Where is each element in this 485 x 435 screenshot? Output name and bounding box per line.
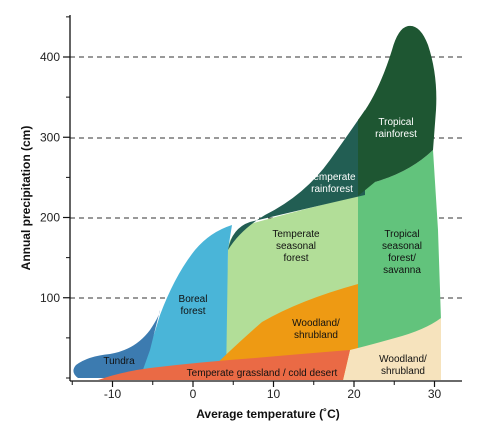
biome-regions	[73, 25, 441, 380]
x-axis-title: Average temperature (˚C)	[196, 407, 340, 421]
biome-label-line: Woodland/	[292, 318, 340, 329]
y-tick-label: 200	[40, 211, 60, 225]
region-tropical-seasonal-forest	[358, 150, 441, 380]
x-tick-label: 10	[267, 387, 281, 401]
biome-label-line: seasonal	[382, 241, 422, 252]
x-axis-ticks: -10 0 10 20 30	[71, 381, 442, 401]
biome-label-line: forest	[180, 306, 205, 317]
biome-label-grassland: Temperate grassland / cold desert	[187, 368, 338, 379]
biome-label-tropical-rainforest: Tropical rainforest	[375, 117, 417, 140]
biome-label-line: forest	[283, 253, 308, 264]
biome-label-tropical-seasonal: Tropical seasonal forest/savanna	[382, 229, 422, 276]
y-tick-label: 300	[40, 130, 60, 144]
biome-label-line: forest/	[388, 253, 416, 264]
axes: -10 0 10 20 30 100 200 300 400	[40, 15, 462, 401]
biome-label-line: Temperate	[308, 172, 356, 183]
biome-label-line: Tropical	[384, 229, 419, 240]
region-temperate-grassland-cold-desert	[98, 350, 350, 380]
x-tick-label: 0	[190, 387, 197, 401]
biome-label-line: Tundra	[103, 356, 135, 367]
biome-label-line: shrubland	[381, 366, 425, 377]
biome-label-line: Temperate	[272, 229, 320, 240]
biome-label-temperate-rainforest: Temperate rainforest	[308, 172, 356, 195]
x-tick-label: -10	[104, 387, 122, 401]
biome-label-temperate-seasonal: Temperate seasonal forest	[272, 229, 320, 264]
x-tick-label: 30	[428, 387, 442, 401]
biome-label-line: rainforest	[311, 184, 353, 195]
biome-label-woodland-temperate: Woodland/shrubland	[292, 318, 340, 341]
region-boreal-forest	[135, 225, 232, 380]
region-tundra	[73, 310, 160, 378]
region-woodland-shrubland-tropical	[343, 318, 441, 380]
x-tick-label: 20	[347, 387, 361, 401]
y-axis-ticks: 100 200 300 400	[40, 16, 70, 379]
biome-label-woodland-tropical: Woodland/shrubland	[379, 354, 427, 377]
biome-label-line: Woodland/	[379, 354, 427, 365]
biome-label-line: Boreal	[179, 294, 208, 305]
biome-label-line: seasonal	[276, 241, 316, 252]
region-temperate-rainforest	[228, 110, 365, 250]
y-tick-label: 400	[40, 50, 60, 64]
biome-label-line: savanna	[383, 265, 421, 276]
biome-label-tundra: Tundra	[103, 356, 135, 367]
y-tick-label: 100	[40, 291, 60, 305]
biome-label-line: Temperate grassland / cold desert	[187, 368, 338, 379]
biome-label-line: Tropical	[378, 117, 413, 128]
biome-label-line: rainforest	[375, 129, 417, 140]
biome-label-line: shrubland	[294, 330, 338, 341]
y-axis-title: Annual precipitation (cm)	[19, 126, 33, 271]
biome-label-boreal: Boreal forest	[179, 294, 208, 317]
region-tropical-rainforest	[358, 25, 437, 197]
